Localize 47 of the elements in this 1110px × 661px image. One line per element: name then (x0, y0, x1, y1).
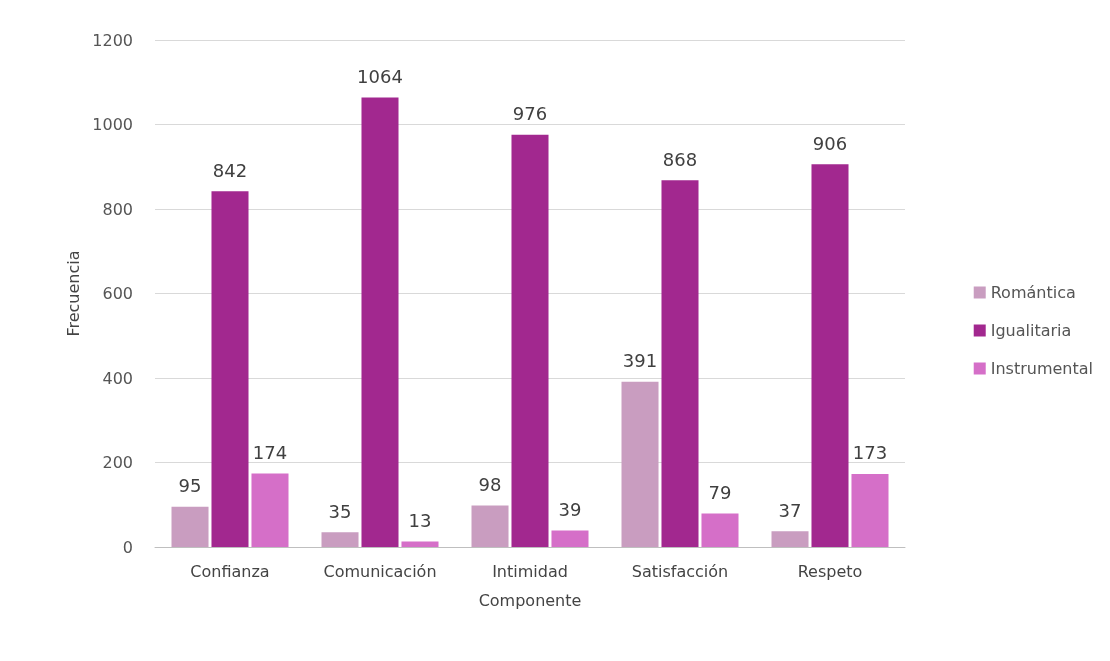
data-label: 98 (478, 474, 502, 496)
x-tick-label: Intimidad (492, 561, 568, 581)
bar (471, 505, 509, 547)
data-label: 174 (252, 441, 288, 463)
x-axis-title: Componente (478, 590, 582, 610)
y-tick-label: 600 (102, 284, 133, 303)
data-label: 868 (662, 148, 698, 170)
legend-label: Romántica (990, 283, 1076, 302)
data-label: 391 (622, 350, 658, 372)
x-tick-label: Respeto (797, 561, 863, 581)
bar (551, 530, 589, 547)
bar (621, 381, 659, 547)
data-label: 37 (778, 499, 802, 521)
bar (401, 541, 439, 547)
bar (361, 97, 399, 547)
data-label: 976 (512, 103, 548, 125)
y-tick-label: 200 (102, 453, 133, 472)
y-axis-title: Frecuencia (63, 250, 83, 337)
data-label: 173 (852, 442, 888, 464)
y-tick-label: 400 (102, 368, 133, 388)
data-label: 39 (558, 499, 582, 521)
y-tick-label: 0 (122, 537, 133, 557)
x-tick-label: Comunicación (323, 561, 437, 581)
y-tick-label: 800 (102, 199, 133, 219)
legend-label: Instrumental (990, 359, 1093, 378)
data-label: 35 (328, 500, 352, 522)
data-label: 13 (408, 510, 432, 532)
bar (251, 473, 289, 547)
data-label: 906 (812, 132, 848, 154)
data-label: 95 (178, 475, 202, 497)
bar (811, 164, 849, 547)
bar (661, 180, 699, 547)
bar (171, 506, 209, 547)
x-tick-label: Confianza (190, 561, 270, 581)
data-label: 842 (212, 159, 248, 181)
bar (771, 531, 809, 547)
bar (511, 134, 549, 547)
y-tick-label: 1000 (92, 115, 133, 134)
bar (321, 532, 359, 547)
data-label: 79 (708, 482, 732, 504)
data-label: 1064 (357, 65, 403, 87)
x-tick-label: Satisfacción (631, 561, 729, 581)
bar (701, 513, 739, 547)
bar (851, 473, 889, 547)
y-tick-label: 1200 (92, 30, 133, 50)
legend-label: Igualitaria (990, 321, 1072, 340)
bar (211, 191, 249, 547)
